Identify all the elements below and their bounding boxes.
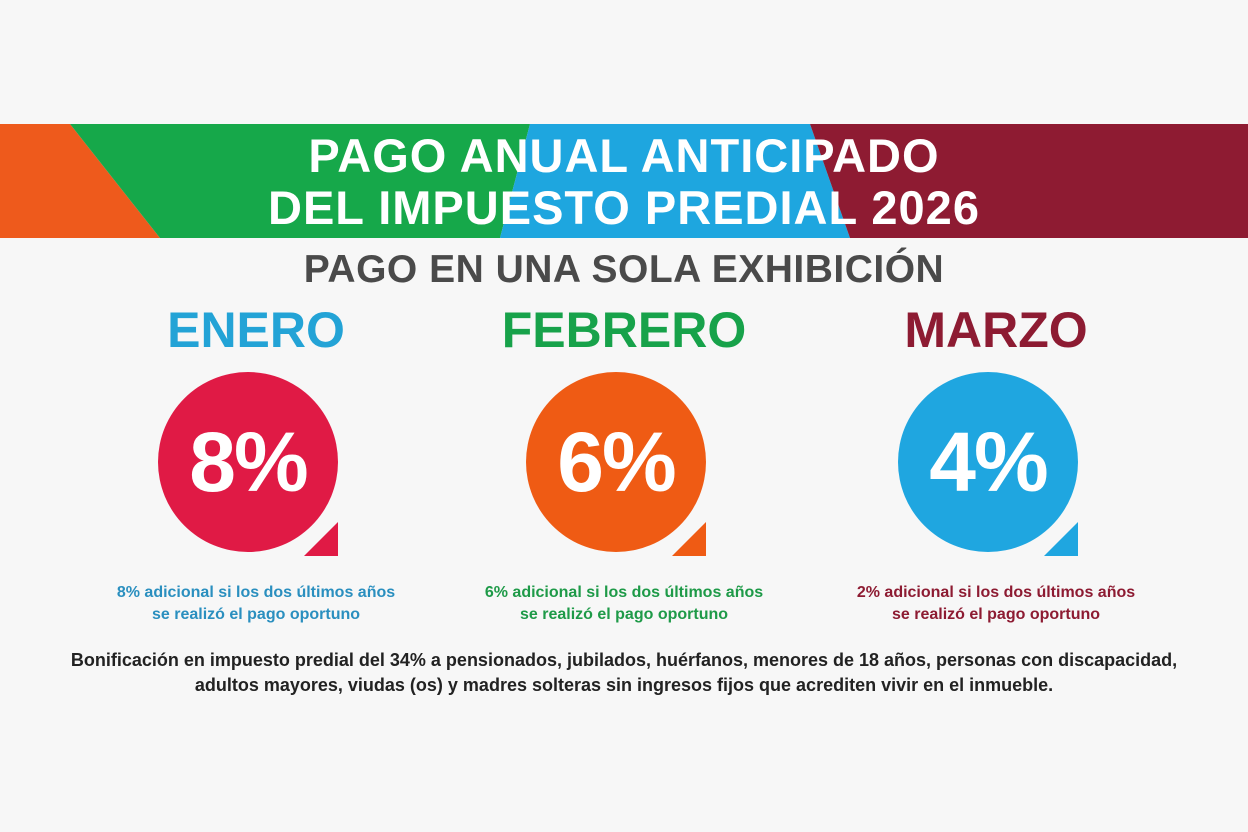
banner-green-band (70, 124, 530, 238)
discount-percent: 6% (557, 414, 676, 509)
title-banner: PAGO ANUAL ANTICIPADO DEL IMPUESTO PREDI… (0, 124, 1248, 238)
badge-circle (898, 372, 1078, 556)
additional-discount-note: 8% adicional si los dos últimos años se … (116, 584, 396, 623)
discount-percent: 4% (929, 414, 1048, 509)
subtitle: PAGO EN UNA SOLA EXHIBICIÓN (303, 248, 945, 291)
banner-blue-band (500, 124, 850, 238)
banner-maroon-band (810, 124, 1248, 238)
badge-circle (158, 372, 338, 556)
banner-orange-band (0, 124, 160, 238)
month-column-febrero: FEBRERO 6% 6% adicional si los dos últim… (434, 300, 814, 626)
month-label: FEBRERO (501, 302, 747, 358)
additional-discount-note: 2% adicional si los dos últimos años se … (856, 584, 1136, 623)
additional-discount-note: 6% adicional si los dos últimos años se … (484, 584, 764, 623)
bonus-footnote: Bonificación en impuesto predial del 34%… (70, 650, 1178, 695)
badge-circle (526, 372, 706, 556)
month-label: ENERO (167, 302, 345, 358)
discount-badge: 4% (898, 372, 1094, 568)
month-column-enero: ENERO 8% 8% adicional si los dos últimos… (66, 300, 446, 626)
title-line-1: PAGO ANUAL ANTICIPADO (308, 129, 940, 182)
banner-background (0, 124, 1248, 238)
discount-badge: 8% (158, 372, 354, 568)
discount-percent: 8% (189, 414, 308, 509)
title-line-2: DEL IMPUESTO PREDIAL 2026 (268, 181, 980, 234)
page-title: PAGO ANUAL ANTICIPADO DEL IMPUESTO PREDI… (0, 130, 1248, 234)
month-column-marzo: MARZO 4% 2% adicional si los dos últimos… (806, 300, 1186, 626)
month-label: MARZO (904, 302, 1088, 358)
discount-badge: 6% (526, 372, 722, 568)
